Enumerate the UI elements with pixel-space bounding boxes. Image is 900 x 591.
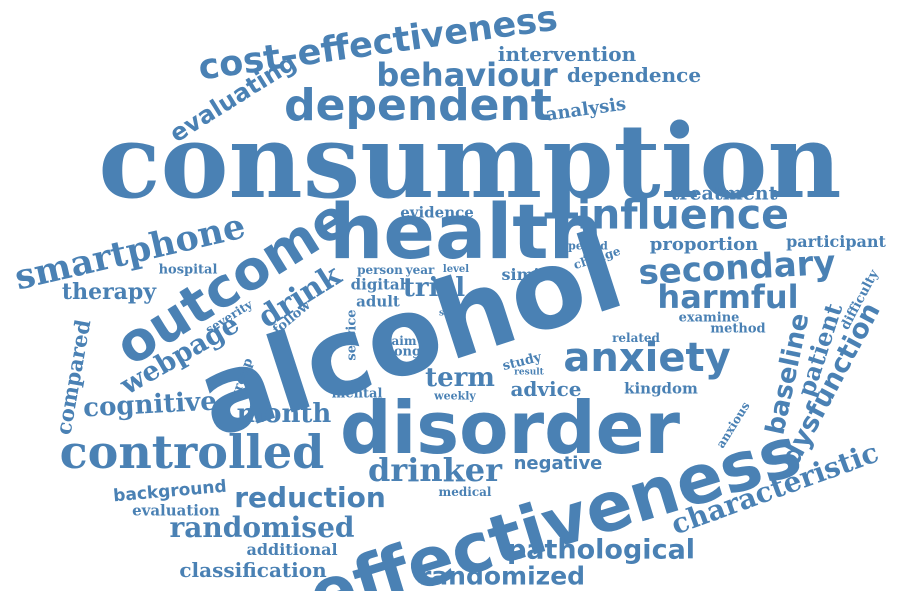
word-digital: digital <box>350 275 406 294</box>
word-treatment: treatment <box>670 182 778 205</box>
word-proportion: proportion <box>649 234 759 255</box>
word-dependence: dependence <box>566 63 702 87</box>
word-aim: aim <box>391 334 417 348</box>
word-consumption: consumption <box>98 102 842 222</box>
word-additional: additional <box>246 540 338 559</box>
word-examine: examine <box>678 310 740 326</box>
word-randomised: randomised <box>169 511 355 544</box>
word-evaluation: evaluation <box>132 501 220 520</box>
word-negative: negative <box>513 453 603 474</box>
word-anxiety: anxiety <box>563 335 731 381</box>
word-trial: trial <box>402 273 466 303</box>
word-period: period <box>568 239 608 253</box>
word-month: month <box>236 399 332 429</box>
word-advice: advice <box>510 377 582 401</box>
word-person: person <box>357 263 403 277</box>
word-self: self <box>438 308 458 319</box>
word-term: term <box>425 363 495 393</box>
word-cognitive: cognitive <box>82 386 218 424</box>
word-weekly: weekly <box>434 389 476 403</box>
word-mental: mental <box>331 386 383 402</box>
word-dependent: dependent <box>284 80 552 131</box>
word-intervention: intervention <box>497 42 637 66</box>
word-classification: classification <box>179 558 327 582</box>
word-pathological: pathological <box>506 534 696 566</box>
word-long: long <box>388 344 422 360</box>
word-therapy: therapy <box>61 279 157 305</box>
word-method: method <box>710 321 766 337</box>
word-result: result <box>514 367 544 378</box>
word-reduction: reduction <box>234 481 386 514</box>
word-level: level <box>442 264 470 275</box>
word-adult: adult <box>356 292 400 311</box>
word-year: year <box>405 263 435 277</box>
word-related: related <box>612 331 660 345</box>
word-controlled: controlled <box>59 425 325 479</box>
word-evidence: evidence <box>400 203 474 222</box>
word-health: health <box>329 187 603 276</box>
word-drinker: drinker <box>367 451 503 489</box>
word-harmful: harmful <box>657 278 799 316</box>
word-behaviour: behaviour <box>376 56 558 94</box>
word-influence: influence <box>577 190 789 239</box>
word-hospital: hospital <box>158 262 218 278</box>
word-disorder: disorder <box>340 386 680 470</box>
word-kingdom: kingdom <box>624 379 698 398</box>
word-participant: participant <box>786 232 886 251</box>
word-medical: medical <box>438 485 492 499</box>
word-similar: similar <box>501 265 565 284</box>
word-randomized: randomized <box>418 561 586 591</box>
